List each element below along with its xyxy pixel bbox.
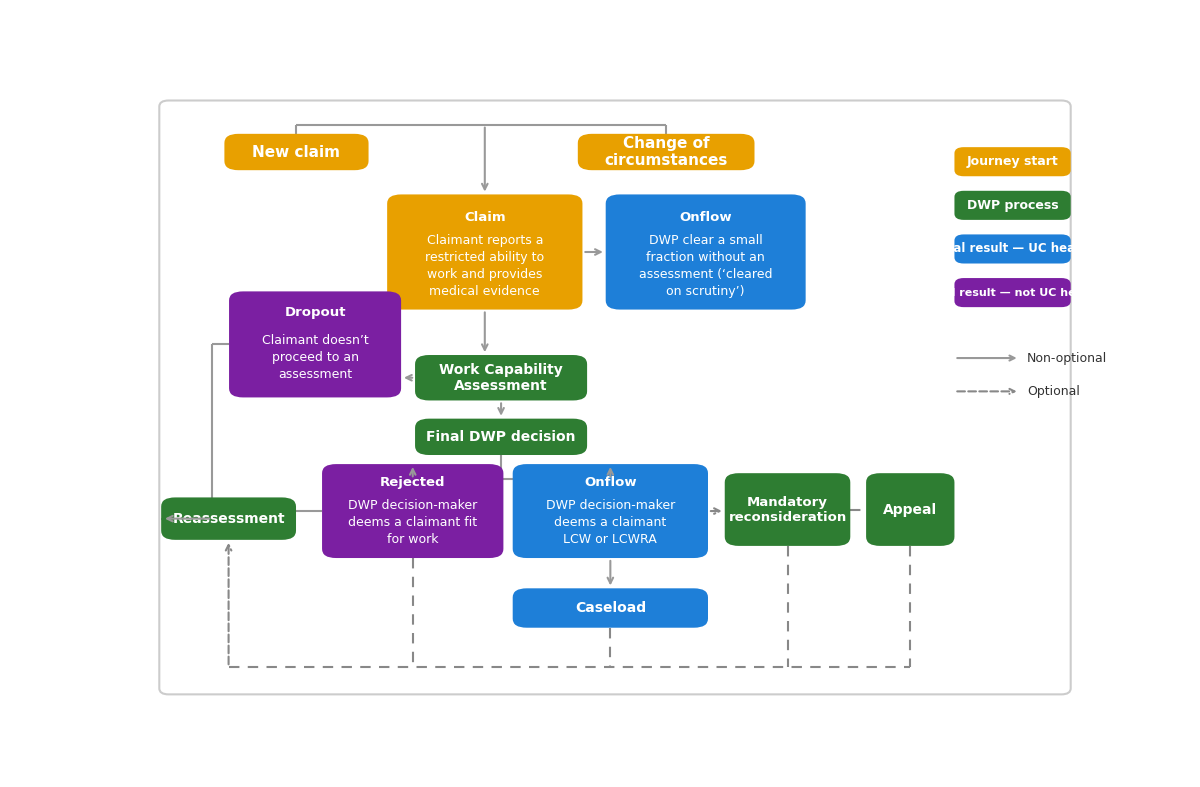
Text: Claimant doesn’t
proceed to an
assessment: Claimant doesn’t proceed to an assessmen… [262,334,368,381]
FancyBboxPatch shape [161,497,296,540]
FancyBboxPatch shape [578,134,755,170]
Text: Dropout: Dropout [284,306,346,319]
Text: Mandatory
reconsideration: Mandatory reconsideration [728,496,847,523]
FancyBboxPatch shape [415,355,587,401]
Text: Optional: Optional [1027,385,1080,398]
FancyBboxPatch shape [954,235,1070,264]
Text: Change of
circumstances: Change of circumstances [605,136,728,168]
Text: Non-optional: Non-optional [1027,352,1108,364]
FancyBboxPatch shape [866,473,954,546]
Text: DWP decision-maker
deems a claimant fit
for work: DWP decision-maker deems a claimant fit … [348,499,478,546]
Text: Work Capability
Assessment: Work Capability Assessment [439,363,563,393]
Text: Claimant reports a
restricted ability to
work and provides
medical evidence: Claimant reports a restricted ability to… [425,234,545,297]
Text: Final result — UC health: Final result — UC health [932,242,1093,256]
Text: Appeal: Appeal [883,503,937,516]
Text: Rejected: Rejected [380,476,445,490]
FancyBboxPatch shape [224,134,368,170]
Text: New claim: New claim [252,145,341,160]
Text: Final result — not UC health: Final result — not UC health [925,287,1100,297]
Text: Onflow: Onflow [679,211,732,224]
FancyBboxPatch shape [725,473,851,546]
FancyBboxPatch shape [512,464,708,558]
Text: Claim: Claim [464,211,505,224]
Text: Reassessment: Reassessment [173,512,284,526]
FancyBboxPatch shape [954,190,1070,220]
Text: DWP process: DWP process [967,199,1058,212]
Text: Final DWP decision: Final DWP decision [426,430,576,444]
FancyBboxPatch shape [954,147,1070,176]
Text: Onflow: Onflow [584,476,637,490]
Text: DWP decision-maker
deems a claimant
LCW or LCWRA: DWP decision-maker deems a claimant LCW … [546,499,674,546]
Text: Caseload: Caseload [575,601,646,615]
Text: Journey start: Journey start [967,155,1058,168]
FancyBboxPatch shape [954,278,1070,307]
Text: DWP clear a small
fraction without an
assessment (‘cleared
on scrutiny’): DWP clear a small fraction without an as… [638,234,773,297]
FancyBboxPatch shape [322,464,504,558]
FancyBboxPatch shape [415,419,587,455]
FancyBboxPatch shape [606,194,805,309]
FancyBboxPatch shape [229,291,401,397]
FancyBboxPatch shape [512,589,708,628]
FancyBboxPatch shape [388,194,582,309]
